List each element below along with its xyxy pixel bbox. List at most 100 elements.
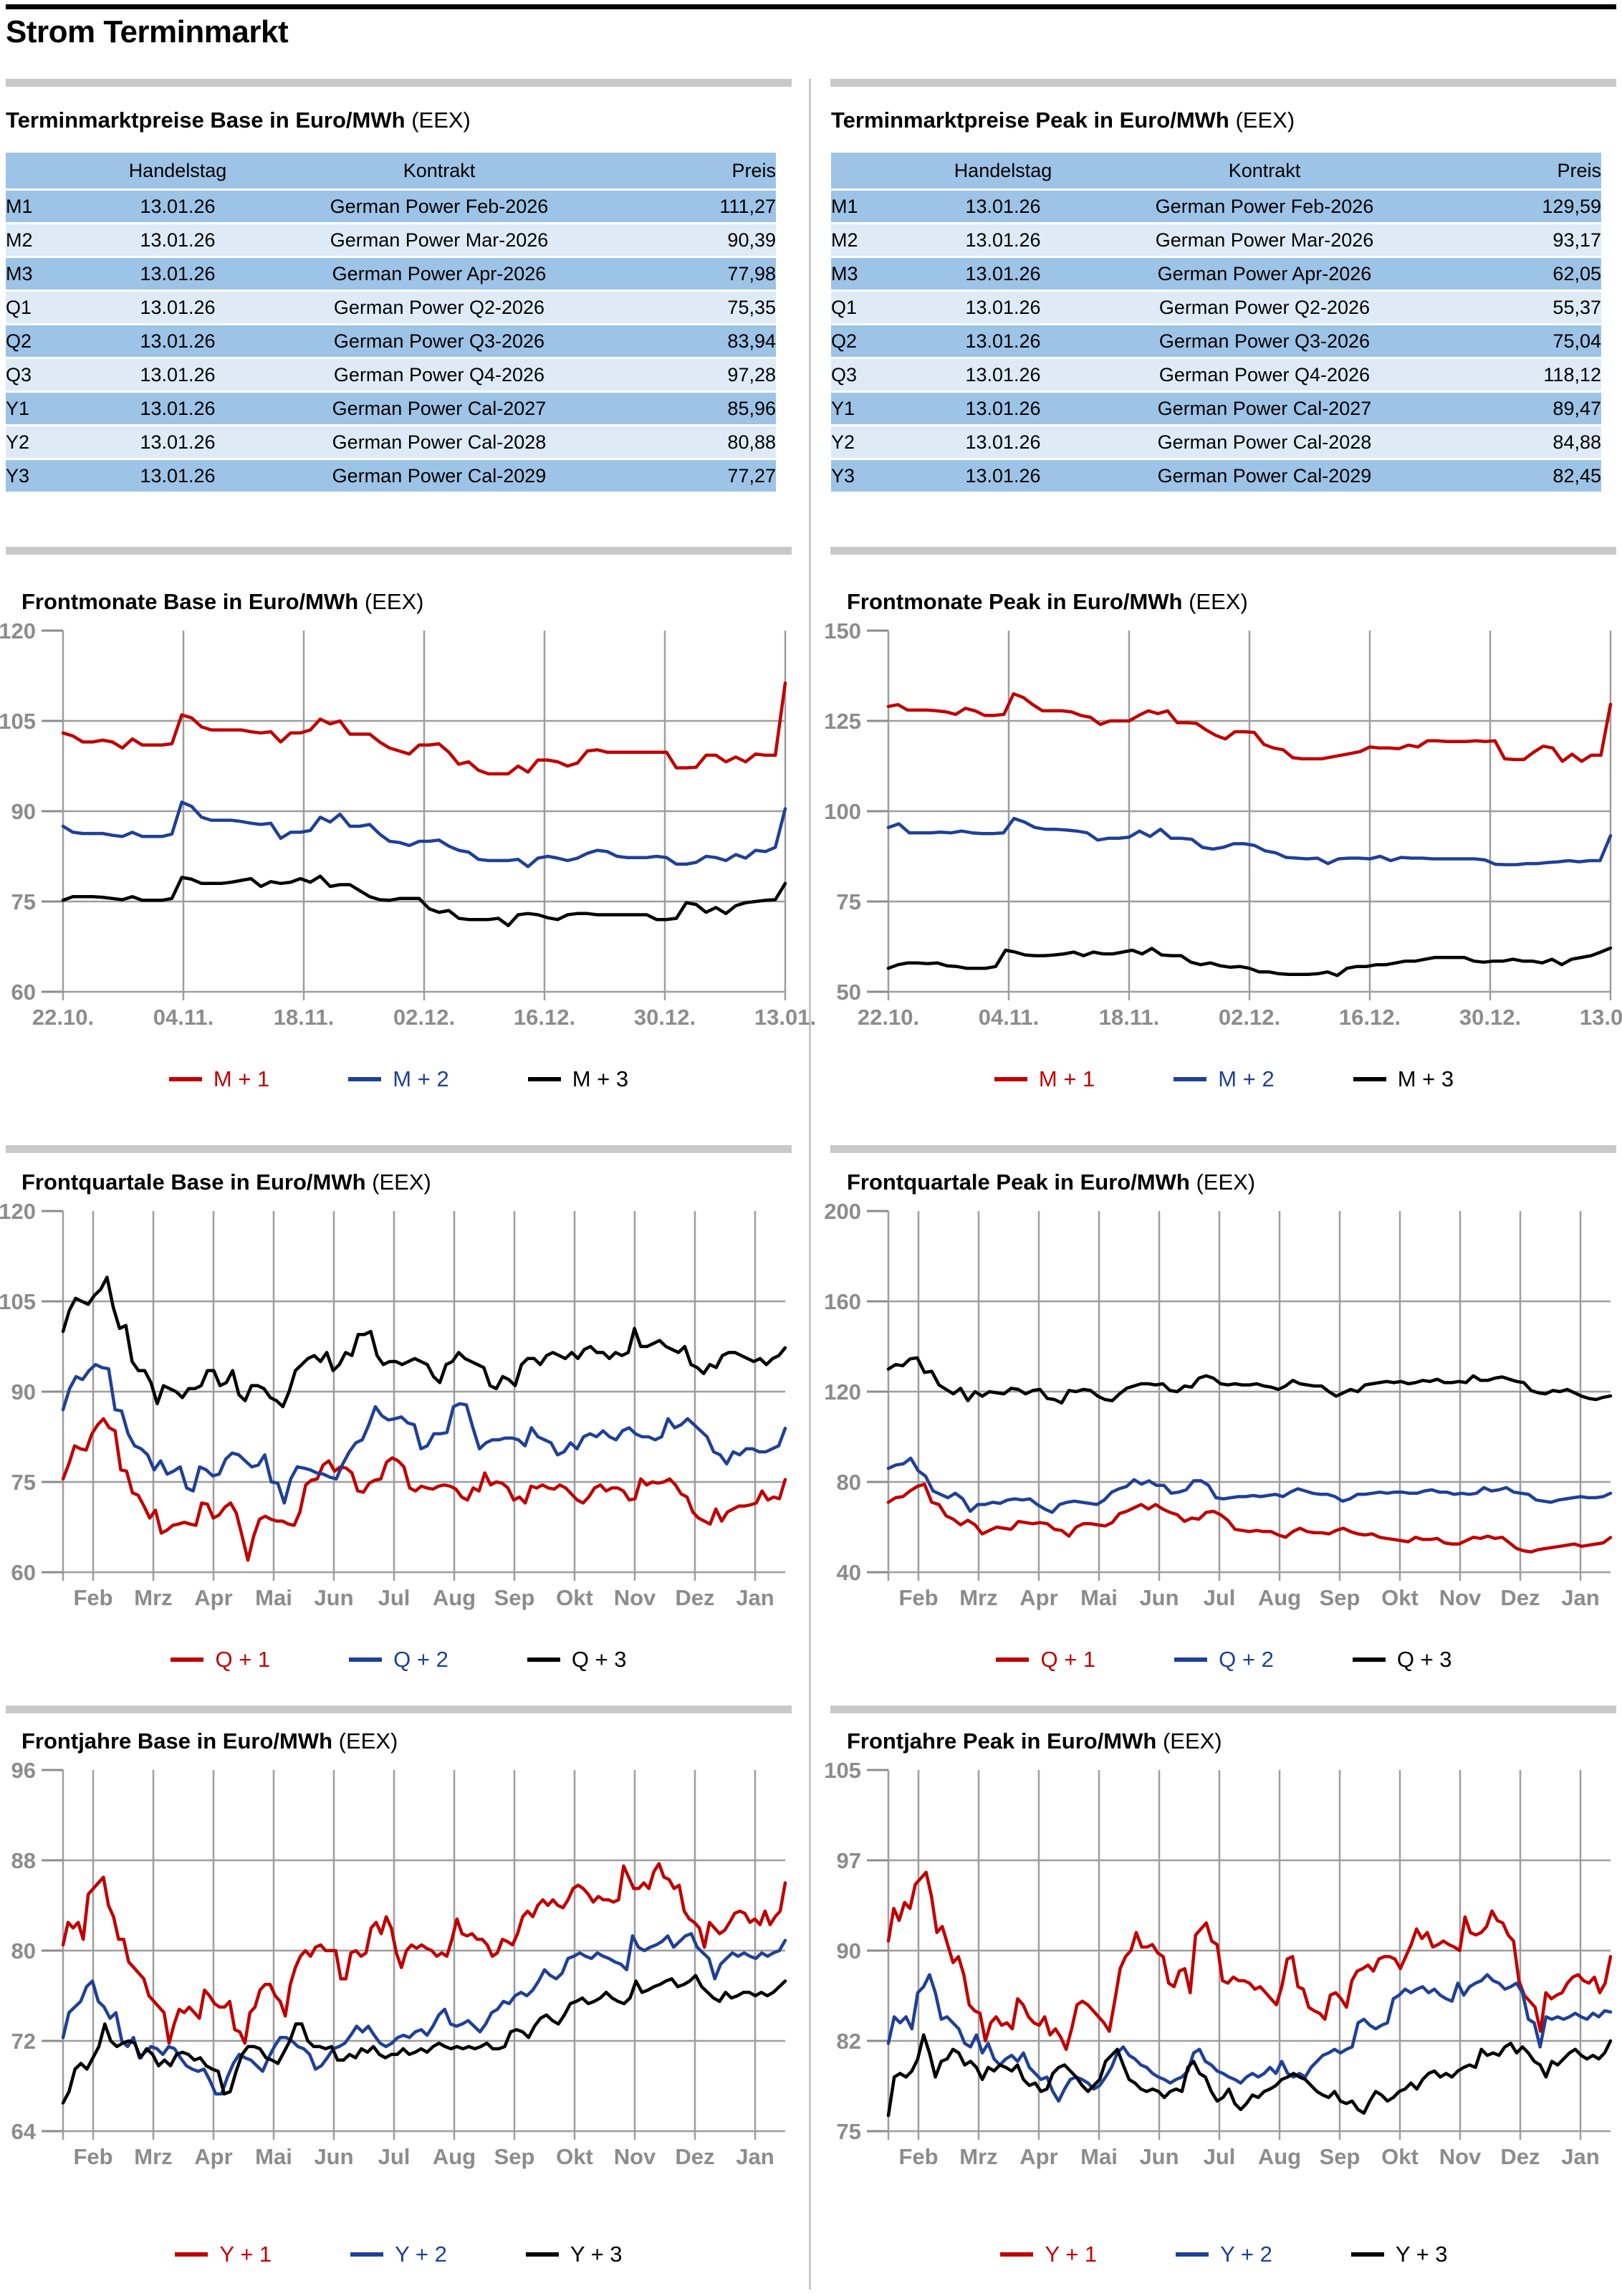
table-terminmarktpreise-peak: Terminmarktpreise Peak in Euro/MWh (EEX)… [831, 107, 1617, 492]
table-row: Q2 13.01.26 German Power Q3-2026 83,94 [6, 323, 776, 357]
legend-item: M + 2 [348, 1066, 449, 1092]
chart-frontmonate-peak: Frontmonate Peak in Euro/MWh (EEX) 22.10… [824, 589, 1622, 1092]
svg-text:96: 96 [11, 1758, 36, 1783]
svg-text:Jul: Jul [1204, 2144, 1236, 2169]
column-header: Handelstag [70, 150, 285, 188]
frontjahre-base-plot: Feb Mrz Apr Mai Jun Jul Aug Sep Okt Nov Dez Jan 64 72… [11, 1758, 787, 2169]
svg-text:Nov: Nov [1439, 1585, 1482, 1610]
legend-item: Y + 2 [350, 2242, 447, 2267]
table-row: Q1 13.01.26 German Power Q2-2026 55,37 [831, 290, 1601, 323]
svg-text:Sep: Sep [1320, 2144, 1361, 2169]
legend-item: Y + 3 [525, 2242, 623, 2267]
legend-label: Q + 1 [215, 1647, 271, 1672]
legend-item: M + 1 [994, 1066, 1095, 1092]
table-cell: German Power Mar-2026 [285, 222, 593, 256]
table-cell: Q1 [831, 290, 896, 323]
legend-item: Q + 3 [1352, 1647, 1452, 1673]
chart-frontjahre-base: Frontjahre Base in Euro/MWh (EEX) Feb Mrz… [6, 1728, 792, 2267]
legend-item: M + 3 [1353, 1066, 1454, 1092]
svg-text:Dez: Dez [675, 1585, 714, 1610]
svg-text:Okt: Okt [556, 1585, 593, 1610]
chart-legend: M + 1 M + 2 M + 3 [6, 1066, 792, 1092]
legend-line-swatch [348, 1077, 382, 1081]
section-separator [830, 1706, 1616, 1713]
svg-text:120: 120 [0, 1199, 36, 1224]
svg-text:Mai: Mai [1080, 2144, 1118, 2169]
table-cell: Y2 [831, 424, 896, 458]
svg-text:100: 100 [824, 799, 861, 824]
svg-text:82: 82 [837, 2029, 861, 2054]
table-cell: German Power Q3-2026 [285, 323, 593, 357]
svg-text:13.01.: 13.01. [1580, 1005, 1622, 1030]
svg-text:105: 105 [0, 1289, 36, 1314]
svg-text:Okt: Okt [556, 2144, 593, 2169]
svg-text:Jun: Jun [314, 1585, 353, 1610]
svg-text:75: 75 [11, 889, 36, 914]
table-cell: 84,88 [1419, 424, 1601, 458]
legend-label: M + 1 [213, 1066, 270, 1091]
table-cell: 75,35 [593, 290, 776, 323]
legend-label: M + 3 [1397, 1066, 1454, 1091]
frontjahre-peak-plot: Feb Mrz Apr Mai Jun Jul Aug Sep Okt Nov Dez Jan 75 82… [824, 1758, 1613, 2169]
column-header [6, 150, 70, 188]
svg-text:Apr: Apr [194, 2144, 232, 2169]
table-cell: 111,27 [593, 188, 776, 222]
svg-text:Feb: Feb [898, 2144, 938, 2169]
table-cell: 13.01.26 [70, 188, 285, 222]
table-cell: Q3 [6, 357, 70, 391]
svg-text:04.11.: 04.11. [979, 1005, 1039, 1030]
svg-text:Jan: Jan [1561, 1585, 1599, 1610]
table-cell: German Power Q4-2026 [1110, 357, 1419, 391]
svg-text:160: 160 [824, 1289, 861, 1314]
svg-text:Apr: Apr [194, 1585, 232, 1610]
svg-text:Apr: Apr [1019, 2144, 1057, 2169]
legend-label: Y + 2 [1220, 2242, 1272, 2267]
svg-text:75: 75 [11, 1470, 36, 1495]
svg-text:Aug: Aug [1258, 1585, 1301, 1610]
legend-label: M + 2 [1218, 1066, 1275, 1091]
table-cell: 13.01.26 [896, 424, 1110, 458]
table-row: Q1 13.01.26 German Power Q2-2026 75,35 [6, 290, 776, 323]
table-row: M2 13.01.26 German Power Mar-2026 93,17 [831, 222, 1601, 256]
table-cell: Q2 [831, 323, 896, 357]
table-cell: 13.01.26 [70, 323, 285, 357]
chart-frontjahre-peak: Frontjahre Peak in Euro/MWh (EEX) Feb Mrz… [824, 1728, 1617, 2267]
svg-text:16.12.: 16.12. [514, 1005, 575, 1030]
svg-text:Mrz: Mrz [959, 1585, 997, 1610]
table-row: Q3 13.01.26 German Power Q4-2026 97,28 [6, 357, 776, 391]
svg-text:105: 105 [824, 1758, 861, 1783]
legend-item: M + 3 [527, 1066, 628, 1092]
svg-text:40: 40 [837, 1560, 861, 1585]
table-cell: 13.01.26 [896, 188, 1110, 222]
chart-frontquartale-base: Frontquartale Base in Euro/MWh (EEX) Feb… [0, 1169, 792, 1673]
svg-text:Feb: Feb [898, 1585, 938, 1610]
svg-text:50: 50 [837, 980, 861, 1005]
table-cell: German Power Cal-2027 [1110, 391, 1419, 424]
svg-text:120: 120 [0, 618, 36, 644]
chart-title: Frontmonate Peak in Euro/MWh (EEX) [847, 589, 1248, 614]
table-cell: Y2 [6, 424, 70, 458]
svg-text:Jan: Jan [1561, 2144, 1599, 2169]
legend-line-swatch [994, 1077, 1027, 1081]
table-row: Y2 13.01.26 German Power Cal-2028 80,88 [6, 424, 776, 458]
table-cell: M1 [6, 188, 70, 222]
svg-text:64: 64 [11, 2119, 37, 2144]
section-separator [6, 1706, 792, 1713]
svg-text:13.01.: 13.01. [754, 1005, 816, 1030]
svg-text:Sep: Sep [494, 1585, 535, 1610]
svg-text:Jun: Jun [314, 2144, 353, 2169]
svg-text:02.12.: 02.12. [393, 1005, 455, 1030]
table-cell: 89,47 [1419, 391, 1601, 424]
column-divider [809, 79, 811, 2290]
table-cell: 13.01.26 [896, 323, 1110, 357]
table-cell: 13.01.26 [70, 458, 285, 492]
table-cell: 13.01.26 [896, 256, 1110, 290]
legend-label: Q + 3 [1396, 1647, 1452, 1672]
legend-line-swatch [527, 1658, 560, 1662]
section-separator [6, 547, 792, 555]
svg-text:80: 80 [837, 1470, 861, 1495]
chart-legend: Q + 1 Q + 2 Q + 3 [831, 1647, 1617, 1673]
svg-text:22.10.: 22.10. [32, 1005, 94, 1030]
chart-frontmonate-base: Frontmonate Base in Euro/MWh (EEX) 22.10… [0, 589, 816, 1092]
svg-text:16.12.: 16.12. [1339, 1005, 1401, 1030]
